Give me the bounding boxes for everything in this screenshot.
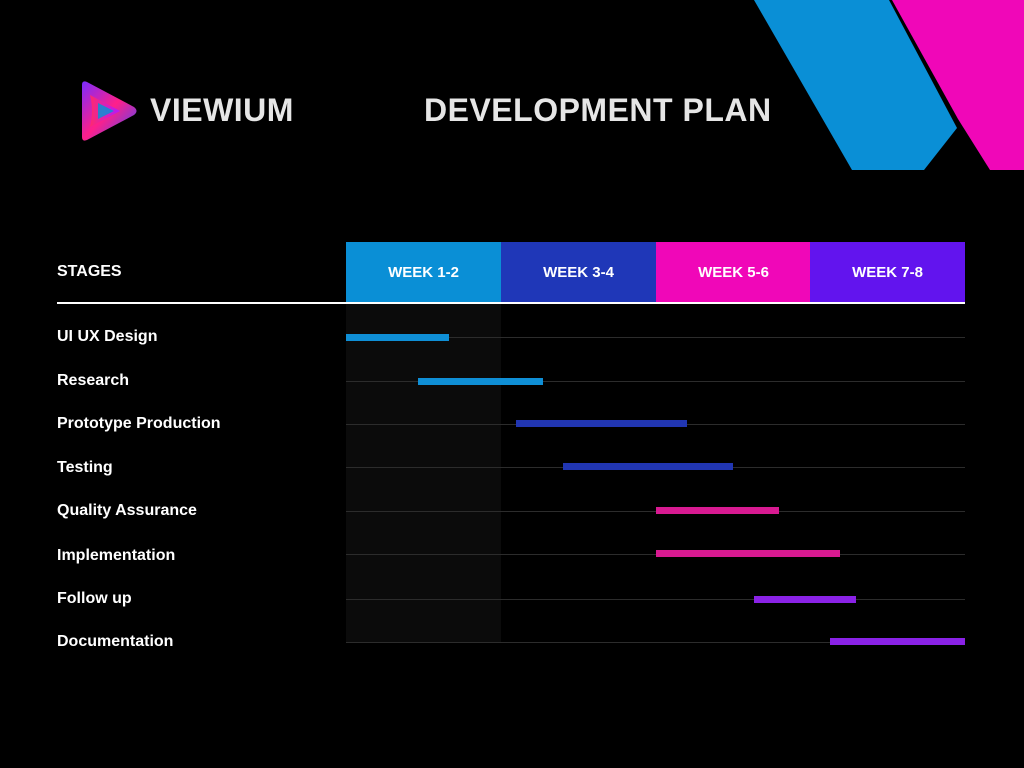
gantt-bar — [417, 378, 543, 385]
week-1-2-shade — [346, 304, 501, 643]
week-header-4: WEEK 7-8 — [810, 242, 965, 303]
header-divider — [57, 302, 965, 304]
week-header-1: WEEK 1-2 — [346, 242, 501, 303]
gantt-bar — [346, 334, 449, 341]
brand-name: VIEWIUM — [150, 92, 294, 128]
gantt-bar — [655, 550, 840, 557]
blue-stripe — [754, 0, 957, 170]
row-gridline — [346, 599, 965, 600]
stage-label-research: Research — [57, 372, 130, 389]
row-gridline — [346, 642, 965, 643]
pink-stripe — [892, 0, 1024, 170]
page-title: DEVELOPMENT PLAN — [424, 92, 772, 128]
stage-label-implementation: Implementation — [57, 547, 176, 564]
gantt-bar — [562, 463, 733, 470]
row-gridline — [346, 337, 965, 338]
play-logo-icon — [82, 81, 137, 141]
gantt-bar — [830, 638, 965, 645]
stage-label-ui-ux-design: UI UX Design — [57, 328, 158, 345]
stage-label-testing: Testing — [57, 459, 113, 476]
stage-label-prototype-production: Prototype Production — [57, 415, 221, 432]
row-gridline — [346, 381, 965, 382]
stage-label-quality-assurance: Quality Assurance — [57, 502, 197, 519]
stages-header: STAGES — [57, 263, 122, 280]
gantt-bar — [655, 507, 779, 514]
stage-label-documentation: Documentation — [57, 633, 174, 650]
week-header-3: WEEK 5-6 — [656, 242, 811, 303]
stage-label-follow-up: Follow up — [57, 590, 132, 607]
gantt-bar — [753, 596, 856, 603]
week-header-2: WEEK 3-4 — [501, 242, 656, 303]
gantt-bar — [516, 420, 688, 427]
